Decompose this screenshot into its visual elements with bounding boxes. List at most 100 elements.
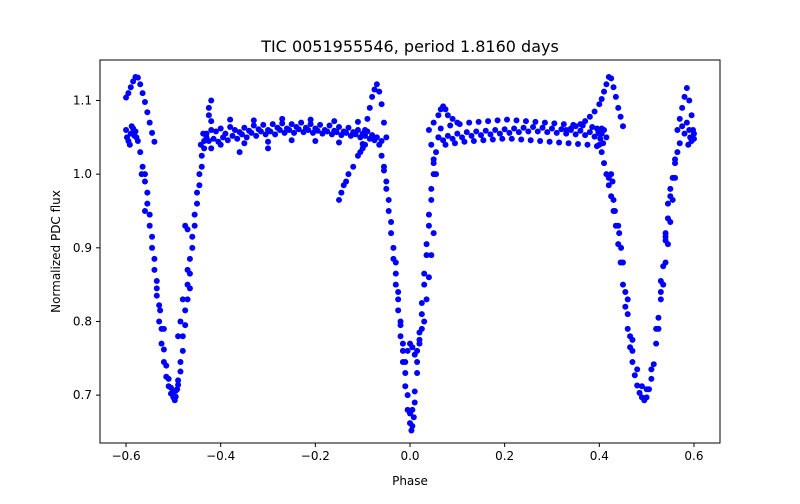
data-point	[610, 196, 617, 203]
data-point	[262, 131, 269, 138]
data-point	[425, 222, 432, 229]
data-point	[410, 414, 417, 421]
data-point	[160, 325, 167, 332]
data-point	[683, 119, 690, 126]
data-point	[151, 255, 158, 262]
x-tick-label: −0.4	[206, 449, 235, 463]
y-tick-label: 0.9	[73, 241, 92, 255]
data-point	[305, 126, 312, 133]
data-point	[442, 141, 449, 148]
data-point	[354, 118, 361, 125]
data-point	[208, 97, 215, 104]
data-point	[653, 340, 660, 347]
data-point	[291, 129, 298, 136]
data-point	[688, 112, 695, 119]
data-point	[194, 189, 201, 196]
data-point	[220, 134, 227, 141]
data-point	[687, 134, 694, 141]
data-point	[541, 119, 548, 126]
data-point	[182, 322, 189, 329]
data-point	[151, 138, 158, 145]
data-point	[177, 318, 184, 325]
data-point	[617, 113, 624, 120]
data-point	[125, 90, 132, 97]
data-point	[586, 113, 593, 120]
data-point	[662, 233, 669, 240]
data-point	[307, 121, 314, 128]
data-point	[437, 125, 444, 132]
data-point	[343, 178, 350, 185]
data-point	[686, 97, 693, 104]
data-point	[388, 230, 395, 237]
data-point	[518, 136, 525, 143]
data-point	[265, 145, 272, 152]
data-point	[343, 129, 350, 136]
data-point	[612, 93, 619, 100]
data-point	[582, 118, 589, 125]
data-point	[480, 137, 487, 144]
data-point	[205, 104, 212, 111]
data-point	[544, 129, 551, 136]
x-tick-label: 0.2	[495, 449, 514, 463]
data-point	[440, 137, 447, 144]
data-point	[499, 135, 506, 142]
data-point	[679, 123, 686, 130]
data-point	[605, 182, 612, 189]
data-point	[141, 98, 148, 105]
data-point	[402, 358, 409, 365]
data-point	[248, 129, 255, 136]
data-point	[577, 127, 584, 134]
data-point	[449, 135, 456, 142]
data-point	[611, 207, 618, 214]
data-point	[508, 135, 515, 142]
data-point	[423, 296, 430, 303]
data-point	[477, 132, 484, 139]
data-point	[496, 130, 503, 137]
data-point	[679, 104, 686, 111]
data-point	[371, 86, 378, 93]
data-point	[404, 392, 411, 399]
data-point	[336, 124, 343, 131]
data-point	[317, 121, 324, 128]
x-axis-label: Phase	[392, 474, 428, 488]
data-point	[418, 300, 425, 307]
data-point	[494, 117, 501, 124]
data-point	[153, 277, 160, 284]
data-point	[513, 117, 520, 124]
data-point	[172, 393, 179, 400]
data-point	[175, 333, 182, 340]
data-point	[624, 296, 631, 303]
data-point	[385, 196, 392, 203]
data-point	[492, 126, 499, 133]
data-point	[295, 126, 302, 133]
data-point	[189, 233, 196, 240]
x-tick-label: −0.2	[301, 449, 330, 463]
data-point	[596, 101, 603, 108]
data-point	[383, 134, 390, 141]
data-point	[685, 141, 692, 148]
data-point	[674, 126, 681, 133]
data-point	[672, 156, 679, 163]
data-point	[200, 130, 207, 137]
data-point	[288, 121, 295, 128]
data-point	[144, 200, 151, 207]
data-point	[589, 124, 596, 131]
data-point	[643, 386, 650, 393]
data-point	[616, 230, 623, 237]
data-point	[243, 134, 250, 141]
data-point	[409, 406, 416, 413]
data-point	[610, 84, 617, 91]
data-point	[655, 314, 662, 321]
x-tick-label: 0.6	[684, 449, 703, 463]
data-point	[260, 121, 267, 128]
data-point	[130, 78, 137, 85]
data-point	[312, 138, 319, 145]
data-point	[229, 132, 236, 139]
data-point	[428, 141, 435, 148]
data-point	[683, 84, 690, 91]
data-point	[643, 394, 650, 401]
data-point	[444, 132, 451, 139]
data-point	[328, 131, 335, 138]
data-point	[421, 318, 428, 325]
data-point	[532, 118, 539, 125]
